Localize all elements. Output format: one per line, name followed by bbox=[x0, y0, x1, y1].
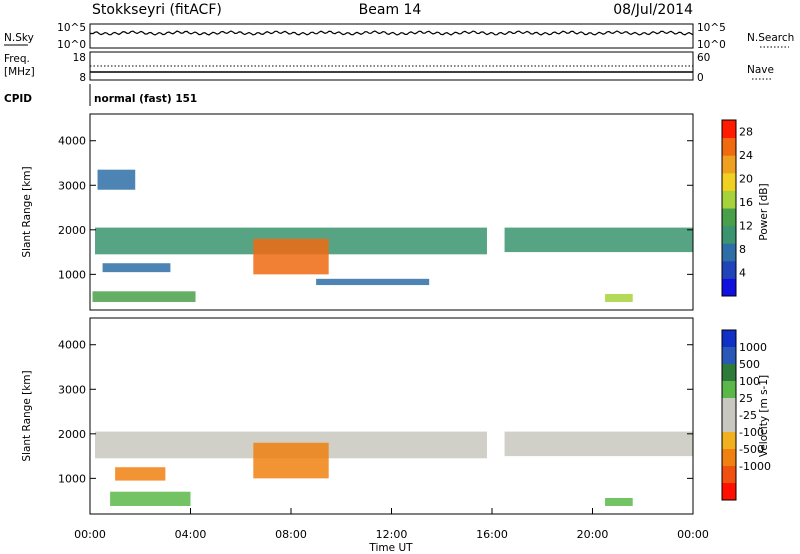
freq-left-tick-top: 18 bbox=[73, 52, 86, 64]
x-tick-label-0: 00:00 bbox=[74, 528, 106, 541]
freq-left-tick-bottom: 8 bbox=[79, 72, 86, 84]
y-tick-label-0: 1000 bbox=[58, 472, 86, 485]
time-axis: 00:00 04:00 08:00 12:00 16:00 20:00 00:00 bbox=[74, 508, 709, 541]
velocity-region-4 bbox=[504, 431, 693, 457]
nave-label: Nave bbox=[747, 64, 774, 76]
power-colorbar-tick-0: 4 bbox=[739, 267, 746, 280]
power-colorbar-label: Power [dB] bbox=[758, 183, 770, 240]
y-tick-label-3: 4000 bbox=[58, 135, 86, 148]
noise-right-tick-top: 10^5 bbox=[697, 22, 726, 34]
x-tick-label-4: 16:00 bbox=[476, 528, 508, 541]
freq-label-line1: Freq. bbox=[4, 53, 30, 65]
power-region-6 bbox=[316, 278, 430, 286]
velocity-colorbar-tick-5: -100 bbox=[739, 426, 764, 439]
cpid-value: normal (fast) 151 bbox=[94, 93, 197, 105]
velocity-panel-frame bbox=[89, 317, 694, 515]
cpid-label: CPID bbox=[4, 93, 32, 105]
velocity-colorbar-tick-3: 25 bbox=[739, 392, 753, 405]
noise-sky-label: N.Sky bbox=[4, 32, 34, 44]
power-colorbar-tick-6: 28 bbox=[739, 126, 753, 139]
freq-label-line2: [MHz] bbox=[4, 66, 35, 78]
noise-panel-frame bbox=[89, 23, 694, 49]
power-colorbar-swatch-5 bbox=[722, 190, 736, 209]
power-colorbar-tick-5: 24 bbox=[739, 149, 753, 162]
power-colorbar-swatch-4 bbox=[722, 208, 736, 227]
velocity-region-2 bbox=[115, 467, 166, 481]
power-region-1 bbox=[253, 238, 329, 275]
power-colorbar-swatch-8 bbox=[722, 137, 736, 156]
noise-right-tick-bottom: 10^0 bbox=[697, 39, 726, 51]
noise-left-tick-top: 10^5 bbox=[57, 22, 86, 34]
power-colorbar: 4 8 12 16 20 24 28 bbox=[721, 119, 753, 297]
velocity-region-3 bbox=[110, 491, 191, 506]
time-axis-label: Time UT bbox=[368, 542, 413, 554]
velocity-heatmap bbox=[95, 431, 693, 506]
velocity-ylabel: Slant Range [km] bbox=[21, 370, 33, 461]
power-y-axis: 1000 2000 3000 4000 bbox=[58, 135, 693, 281]
velocity-colorbar-swatch-9 bbox=[722, 483, 736, 501]
radar-title: Stokkseyri (fitACF) bbox=[92, 2, 222, 18]
power-colorbar-swatch-1 bbox=[722, 260, 736, 279]
power-colorbar-swatch-2 bbox=[722, 243, 736, 262]
velocity-y-axis: 1000 2000 3000 4000 bbox=[58, 339, 693, 485]
x-tick-label-6: 00:00 bbox=[677, 528, 709, 541]
noise-search-label: N.Search bbox=[747, 32, 794, 44]
y-tick-label-3: 4000 bbox=[58, 339, 86, 352]
power-region-2 bbox=[92, 291, 196, 302]
velocity-colorbar-tick-1: 500 bbox=[739, 358, 760, 371]
power-panel-frame bbox=[89, 113, 694, 311]
velocity-colorbar-swatch-2 bbox=[722, 364, 736, 382]
power-region-7 bbox=[102, 263, 171, 273]
velocity-colorbar: 1000 500 100 25 -25 -100 -500 -1000 bbox=[721, 329, 771, 501]
power-colorbar-tick-4: 20 bbox=[739, 173, 753, 186]
power-colorbar-tick-2: 12 bbox=[739, 220, 753, 233]
velocity-region-5 bbox=[605, 497, 633, 506]
power-colorbar-frame bbox=[721, 119, 737, 297]
power-region-5 bbox=[605, 293, 633, 302]
y-tick-label-1: 2000 bbox=[58, 428, 86, 441]
velocity-colorbar-frame bbox=[721, 329, 737, 501]
y-tick-label-2: 3000 bbox=[58, 383, 86, 396]
power-colorbar-swatch-7 bbox=[722, 155, 736, 174]
date-title: 08/Jul/2014 bbox=[613, 2, 693, 18]
y-tick-label-2: 3000 bbox=[58, 179, 86, 192]
x-tick-label-5: 20:00 bbox=[577, 528, 609, 541]
power-region-4 bbox=[504, 227, 693, 253]
x-tick-label-3: 12:00 bbox=[376, 528, 408, 541]
power-colorbar-swatch-0 bbox=[722, 278, 736, 297]
freq-right-tick-top: 60 bbox=[697, 52, 710, 64]
velocity-colorbar-swatch-0 bbox=[722, 330, 736, 348]
velocity-colorbar-swatch-3 bbox=[722, 381, 736, 399]
velocity-colorbar-swatch-6 bbox=[722, 432, 736, 450]
power-colorbar-swatch-9 bbox=[722, 120, 736, 139]
velocity-colorbar-swatch-7 bbox=[722, 449, 736, 467]
velocity-colorbar-tick-4: -25 bbox=[739, 409, 757, 422]
power-ylabel: Slant Range [km] bbox=[21, 166, 33, 257]
noise-left-tick-bottom: 10^0 bbox=[57, 39, 86, 51]
x-tick-label-2: 08:00 bbox=[275, 528, 307, 541]
velocity-colorbar-tick-0: 1000 bbox=[739, 341, 767, 354]
velocity-colorbar-swatch-8 bbox=[722, 466, 736, 484]
beam-title: Beam 14 bbox=[359, 2, 422, 18]
velocity-region-1 bbox=[253, 442, 329, 479]
freq-right-tick-bottom: 0 bbox=[697, 72, 704, 84]
power-colorbar-swatch-3 bbox=[722, 225, 736, 244]
velocity-colorbar-label: Velocity [m s-1] bbox=[758, 375, 770, 457]
velocity-colorbar-swatch-4 bbox=[722, 398, 736, 416]
velocity-colorbar-swatch-1 bbox=[722, 347, 736, 365]
power-colorbar-tick-3: 16 bbox=[739, 196, 753, 209]
velocity-colorbar-swatch-5 bbox=[722, 415, 736, 433]
power-colorbar-swatch-6 bbox=[722, 172, 736, 191]
noise-sky-trace bbox=[89, 30, 694, 36]
velocity-colorbar-tick-6: -500 bbox=[739, 443, 764, 456]
power-colorbar-tick-1: 8 bbox=[739, 243, 746, 256]
y-tick-label-1: 2000 bbox=[58, 224, 86, 237]
velocity-colorbar-tick-2: 100 bbox=[739, 375, 760, 388]
power-region-3 bbox=[97, 169, 136, 190]
x-tick-label-1: 04:00 bbox=[175, 528, 207, 541]
power-heatmap bbox=[92, 169, 693, 302]
velocity-colorbar-tick-7: -1000 bbox=[739, 460, 771, 473]
y-tick-label-0: 1000 bbox=[58, 268, 86, 281]
